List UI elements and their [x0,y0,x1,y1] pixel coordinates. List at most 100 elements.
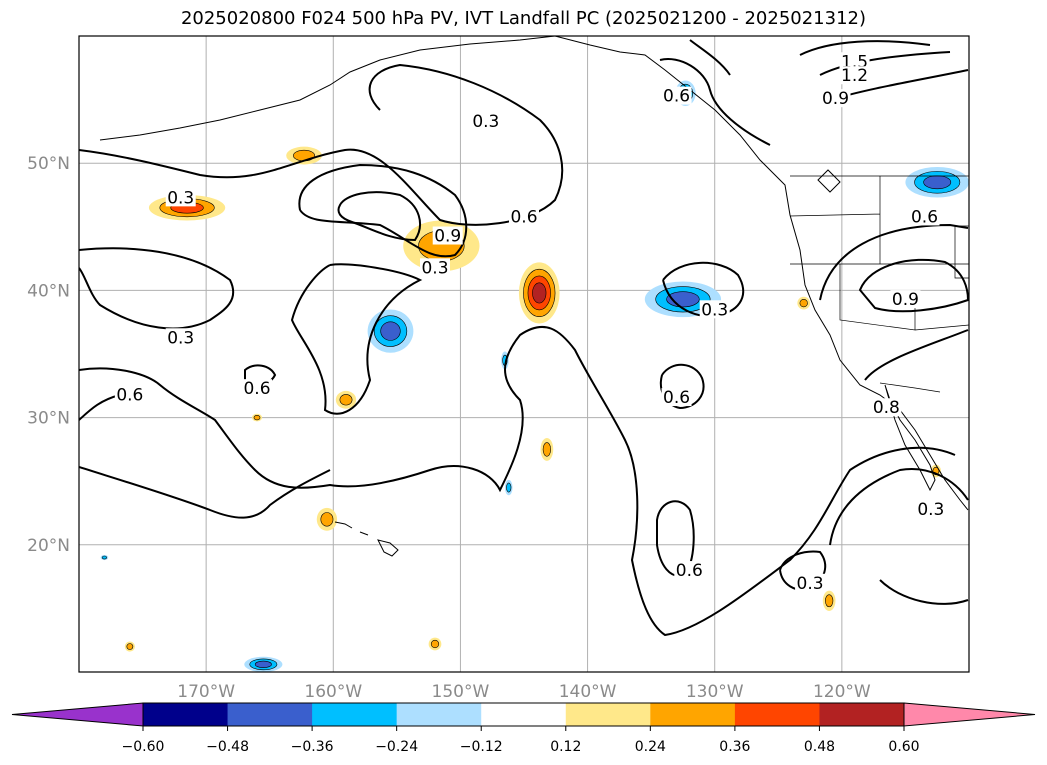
contour-label-bg [242,379,272,398]
contour-label-bg [820,89,851,108]
contour-line-0.3-mid [79,247,235,330]
colorbar-tick-label: 0.36 [719,739,750,755]
pv-anomaly-level [923,175,952,190]
pv-anomaly-negative [905,167,969,198]
lon-tick-label: 150°W [432,682,490,702]
lon-tick-label: 120°W [813,682,871,702]
colorbar-segment [565,703,651,726]
contour-label-bg [795,573,826,592]
political-borders [789,175,969,393]
contour-label-bg [871,398,902,417]
contour-label-bg [839,66,870,85]
colorbar-segment [143,703,229,726]
contour-label-bg [470,112,501,131]
contour-line-0.6-outer [298,163,468,258]
coastline-north-america [554,36,969,511]
contour-label: 0.6 [243,379,270,399]
contour-label: 0.6 [676,561,703,581]
colorbar-extend-max [903,702,1036,727]
pv-anomaly-level [320,512,334,527]
pv-anomaly-positive [797,296,811,310]
pv-anomaly-level [339,394,353,406]
pv-anomaly-positive [316,507,338,531]
pv-anomaly-level [532,282,547,304]
pv-anomaly-positive [335,390,357,409]
contour-label-bg [674,561,705,580]
contour-label: 0.3 [701,300,728,320]
coastline-inland-water [817,169,841,193]
colorbar-tick-label: 0.48 [804,739,835,755]
lat-tick-label: 40°N [27,281,70,301]
contour-label-bg [509,207,539,226]
pv-anomaly-level [799,299,808,308]
colorbar-outline [142,702,905,727]
axis-label-layer: 170°W 160°W 150°W 140°W 130°W 120°W 50°N 40°N 30… [27,154,871,702]
contour-label: 0.9 [434,227,461,247]
contour-label-bg [915,500,946,518]
contour-line-0.9-inner [337,191,421,242]
pv-anomaly-level [542,442,552,457]
contour-label-bg [890,290,921,309]
contour-label-bg [909,207,940,226]
contour-label-bg [661,86,692,105]
colorbar-tick-label: 0.12 [550,739,581,755]
colorbar-tick-label: 0.24 [635,739,666,755]
pv-anomaly-positive [518,262,560,324]
colorbar-tick-label: −0.12 [460,739,503,755]
contour-line-0.3-north [79,63,564,226]
contour-line-high-lat-1.5 [799,40,931,56]
contour-label-bg [839,52,870,71]
contour-label: 0.3 [167,188,194,208]
contour-label: 0.8 [873,398,900,418]
contour-label: 0.9 [892,290,919,310]
pv-anomaly-level [380,321,401,341]
pv-anomaly-level [126,643,134,650]
contour-line-0.3-se-ring [779,550,827,592]
pv-anomaly-level [101,555,108,560]
map-background [79,36,969,672]
contour-label-bg [114,385,145,404]
contour-label: 0.6 [663,87,690,107]
pv-anomaly-positive [124,641,135,652]
pv-anomaly-positive [286,146,322,165]
pv-anomaly-level [430,639,440,649]
contour-line-0.3-se-coast [829,468,969,605]
lat-tick-label: 50°N [27,154,70,174]
pv-anomaly-negative [244,656,283,672]
contour-label-bg [165,328,196,347]
colorbar-extend-min [11,702,144,727]
lat-tick-label: 30°N [27,409,70,429]
colorbar-segment [312,703,398,726]
pv-anomaly-level [253,415,261,421]
contour-label: 0.6 [116,386,143,406]
border-state-lines [789,176,969,331]
map-title: 2025020800 F024 500 hPa PV, IVT Landfall… [180,8,867,29]
lon-tick-label: 140°W [559,682,617,702]
colorbar-tick-label: −0.36 [291,739,334,755]
contour-label: 0.6 [510,207,537,227]
contour-label: 0.6 [911,207,938,227]
contour-line-0.3-central [290,263,423,415]
coastline-alaska [99,36,556,141]
colorbar-segment [650,703,736,726]
border-us-mexico [879,382,941,393]
colorbar-tick-label: −0.60 [122,739,165,755]
contour-label: 0.3 [472,112,499,132]
pv-anomaly-positive [540,437,554,461]
contour-line-0.3-south [79,466,331,519]
lon-tick-label: 130°W [686,682,744,702]
lat-tick-label: 20°N [27,536,70,556]
pv-anomaly-level [254,660,272,668]
colorbar-segment [481,703,567,726]
lon-tick-label: 170°W [177,682,235,702]
contour-line-0.9-east [858,258,969,313]
colorbar-segment [819,703,905,726]
colorbar-tick-label: 0.60 [888,739,919,755]
contour-line-high-lat-1.2 [819,51,951,76]
colorbar-segment [227,703,313,726]
pv-anomaly-negative [504,479,513,496]
contour-label: 0.3 [917,500,944,520]
contour-label: 0.3 [421,258,448,278]
contour-label-bg [661,388,692,407]
